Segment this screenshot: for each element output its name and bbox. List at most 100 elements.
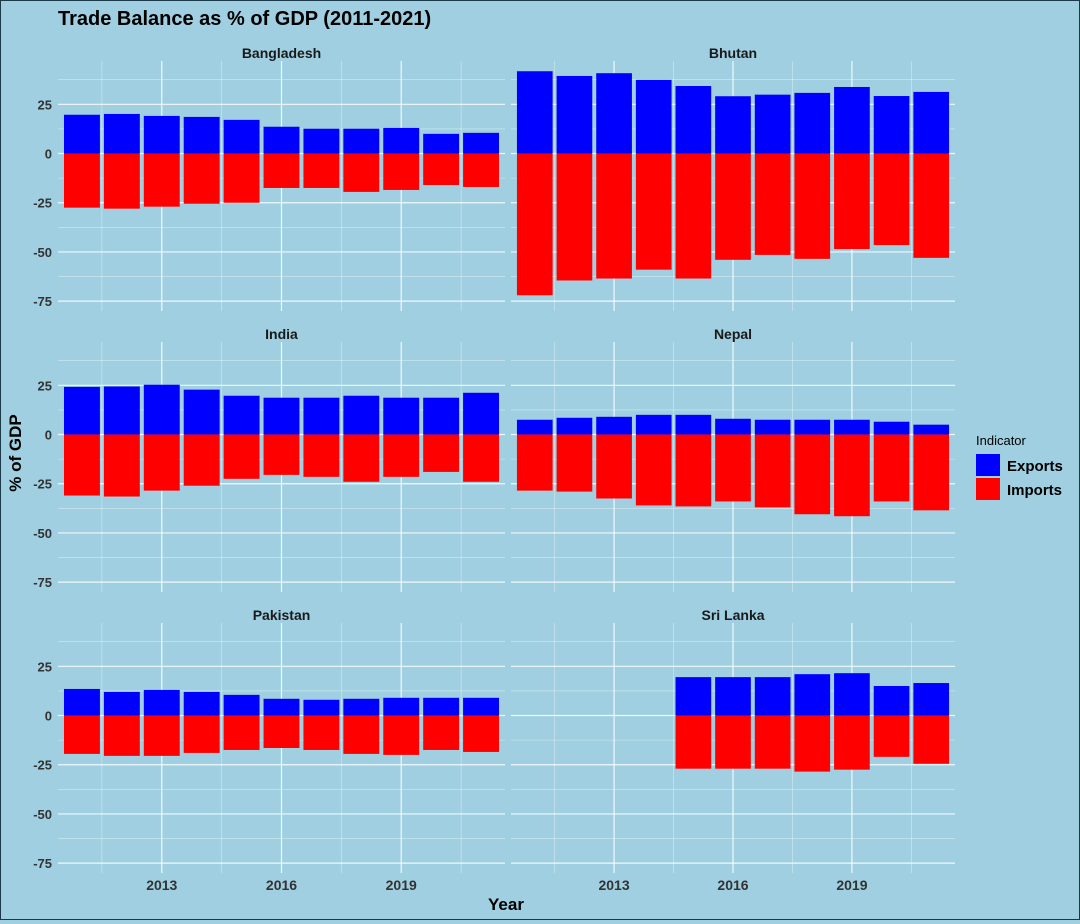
- bar-imports: [556, 434, 593, 492]
- legend-key-imports: [976, 478, 1000, 500]
- bar-imports: [343, 153, 380, 192]
- legend: Indicator Exports Imports: [976, 433, 1063, 500]
- y-tick-label: 0: [45, 147, 52, 162]
- bar-exports: [913, 91, 950, 154]
- bar-imports: [834, 434, 870, 517]
- bar-imports: [675, 434, 712, 507]
- bar-imports: [675, 715, 712, 769]
- bar-exports: [63, 386, 100, 435]
- y-tick-label: 0: [45, 428, 52, 443]
- bar-exports: [834, 419, 870, 435]
- chart-title: Trade Balance as % of GDP (2011-2021): [58, 8, 431, 30]
- y-tick-label: -50: [33, 526, 52, 541]
- bar-imports: [263, 153, 300, 188]
- facet-bhutan: Bhutan: [511, 45, 955, 311]
- bar-imports: [103, 153, 140, 209]
- bar-exports: [343, 698, 380, 716]
- bar-imports: [635, 153, 672, 270]
- x-tick-label: 2019: [386, 877, 417, 893]
- x-axis-title: Year: [488, 895, 524, 914]
- bar-imports: [223, 715, 260, 750]
- y-axis-title: % of GDP: [6, 414, 25, 491]
- bar-imports: [715, 434, 751, 502]
- bar-imports: [223, 434, 260, 479]
- bar-exports: [223, 119, 260, 154]
- bar-exports: [183, 389, 220, 435]
- x-tick-label: 2019: [836, 877, 867, 893]
- bar-imports: [913, 715, 950, 764]
- bar-imports: [303, 715, 340, 750]
- bar-exports: [715, 677, 751, 716]
- bar-exports: [183, 116, 220, 154]
- bar-exports: [303, 397, 340, 435]
- bar-exports: [263, 126, 300, 154]
- x-tick-label: 2013: [598, 877, 629, 893]
- bar-imports: [183, 434, 220, 486]
- y-tick-label: 25: [38, 378, 52, 393]
- legend-label-exports: Exports: [1007, 458, 1063, 475]
- bar-exports: [143, 384, 180, 435]
- bar-exports: [635, 79, 672, 154]
- bar-imports: [873, 153, 910, 246]
- bar-exports: [516, 419, 553, 435]
- y-tick-label: -75: [33, 856, 52, 871]
- facet-panels: Bangladesh -75 -50 -25 0 25 Bhutan India -75 -50 -…: [33, 45, 955, 873]
- bar-imports: [383, 434, 420, 477]
- facet-strip-label: Sri Lanka: [701, 607, 764, 623]
- legend-label-imports: Imports: [1007, 482, 1062, 499]
- bar-imports: [263, 434, 300, 475]
- bar-imports: [183, 153, 220, 204]
- bar-imports: [183, 715, 220, 753]
- y-tick-label: -75: [33, 575, 52, 590]
- bar-imports: [794, 434, 831, 515]
- bar-imports: [556, 153, 593, 281]
- bar-exports: [303, 128, 340, 154]
- bar-imports: [143, 715, 180, 756]
- bar-imports: [143, 153, 180, 207]
- bar-imports: [343, 434, 380, 482]
- bar-imports: [463, 434, 500, 482]
- facet-india: India -75 -50 -25 0 25: [33, 326, 505, 592]
- y-tick-label: -25: [33, 758, 52, 773]
- bar-imports: [834, 715, 870, 770]
- bar-exports: [715, 418, 751, 435]
- y-tick-label: -50: [33, 807, 52, 822]
- bar-imports: [754, 153, 791, 255]
- bar-exports: [183, 691, 220, 716]
- bar-imports: [834, 153, 870, 249]
- bar-imports: [63, 715, 100, 754]
- bar-exports: [103, 386, 140, 435]
- bar-imports: [303, 434, 340, 477]
- bar-exports: [873, 421, 910, 435]
- bar-exports: [913, 424, 950, 435]
- bar-imports: [596, 153, 632, 279]
- bar-exports: [343, 128, 380, 154]
- bar-exports: [516, 71, 553, 154]
- bar-imports: [263, 715, 300, 748]
- legend-title: Indicator: [976, 433, 1027, 448]
- bar-imports: [423, 434, 460, 472]
- bar-exports: [834, 86, 870, 154]
- bar-imports: [383, 715, 420, 755]
- bar-exports: [303, 699, 340, 716]
- bar-exports: [263, 397, 300, 435]
- bar-imports: [913, 434, 950, 511]
- bar-exports: [103, 691, 140, 716]
- bar-exports: [754, 419, 791, 435]
- bar-exports: [383, 697, 420, 716]
- bar-imports: [715, 153, 751, 260]
- bar-imports: [103, 434, 140, 497]
- bar-imports: [913, 153, 950, 258]
- y-tick-label: -25: [33, 196, 52, 211]
- bar-exports: [794, 419, 831, 435]
- bar-exports: [675, 414, 712, 435]
- bar-imports: [873, 715, 910, 757]
- legend-key-exports: [976, 454, 1000, 476]
- bar-imports: [63, 434, 100, 496]
- bar-imports: [463, 153, 500, 187]
- bar-exports: [794, 92, 831, 154]
- bar-exports: [715, 96, 751, 154]
- bar-exports: [754, 677, 791, 716]
- y-tick-label: 25: [38, 659, 52, 674]
